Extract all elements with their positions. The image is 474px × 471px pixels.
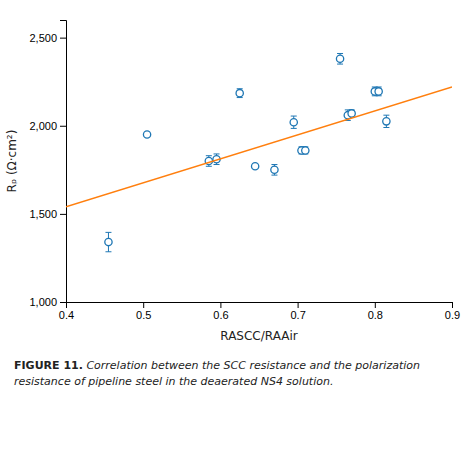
trend-line — [66, 87, 452, 207]
caption-label: FIGURE 11. — [14, 359, 83, 372]
axis-line — [67, 303, 453, 309]
error-bar — [105, 232, 111, 251]
tick: 0.4 — [59, 302, 74, 321]
point — [375, 88, 382, 95]
tick-label: 0.4 — [59, 309, 74, 321]
tick-label: 0.5 — [136, 309, 151, 321]
axis-line — [60, 21, 67, 303]
tick: 2,000 — [29, 120, 66, 132]
tick-label: 0.9 — [445, 309, 460, 321]
error-bar — [383, 115, 389, 127]
tick: 1,000 — [29, 296, 66, 308]
x-axis: 0.4 0.5 0.6 0.7 0.8 0.9 — [59, 302, 460, 321]
error-bars — [105, 53, 389, 251]
error-bar — [302, 147, 308, 154]
tick: 0.6 — [213, 302, 228, 321]
marks — [66, 53, 452, 251]
y-axis-title: Rₚ (Ω·cm²) — [5, 130, 19, 193]
plot: 0.4 0.5 0.6 0.7 0.8 0.9 1,000 1,500 2,000 2,500 — [29, 21, 460, 321]
tick-mark — [298, 302, 299, 308]
error-bar — [337, 53, 343, 64]
point — [271, 166, 278, 173]
tick: 0.5 — [136, 302, 151, 321]
x-axis-title: RASCC/RAAir — [220, 329, 297, 343]
tick-label: 0.7 — [290, 309, 305, 321]
point — [348, 110, 355, 117]
tick-label: 2,000 — [29, 120, 57, 132]
tick-mark — [452, 302, 453, 308]
tick: 0.9 — [445, 302, 460, 321]
point — [302, 147, 309, 154]
tick-label: 0.6 — [213, 309, 228, 321]
caption: FIGURE 11. Correlation between the SCC r… — [0, 354, 474, 390]
tick: 1,500 — [29, 208, 66, 220]
error-bar — [349, 110, 355, 117]
point — [251, 163, 258, 170]
tick-mark — [60, 302, 66, 303]
tick-label: 2,500 — [29, 32, 57, 44]
tick: 0.7 — [290, 302, 305, 321]
error-bar — [271, 165, 277, 176]
tick-mark — [60, 38, 66, 39]
tick-mark — [220, 302, 221, 308]
error-bar — [291, 116, 297, 128]
tick-label: 1,500 — [29, 208, 57, 220]
point — [105, 238, 112, 245]
tick-label: 0.8 — [368, 309, 383, 321]
error-bar — [376, 87, 382, 96]
tick-mark — [375, 302, 376, 308]
y-axis: 1,000 1,500 2,000 2,500 — [29, 21, 66, 309]
point — [290, 119, 297, 126]
tick-label: 1,000 — [29, 296, 57, 308]
tick-mark — [60, 126, 66, 127]
tick-mark — [143, 302, 144, 308]
point — [336, 55, 343, 62]
error-bar — [237, 89, 243, 98]
point — [236, 89, 243, 96]
tick: 0.8 — [368, 302, 383, 321]
tick: 2,500 — [29, 32, 66, 44]
point — [143, 131, 150, 138]
point — [383, 118, 390, 125]
error-bar — [206, 156, 212, 167]
chart: 0.4 0.5 0.6 0.7 0.8 0.9 1,000 1,500 2,000 2,500 RA… — [0, 0, 474, 350]
tick-mark — [60, 214, 66, 215]
